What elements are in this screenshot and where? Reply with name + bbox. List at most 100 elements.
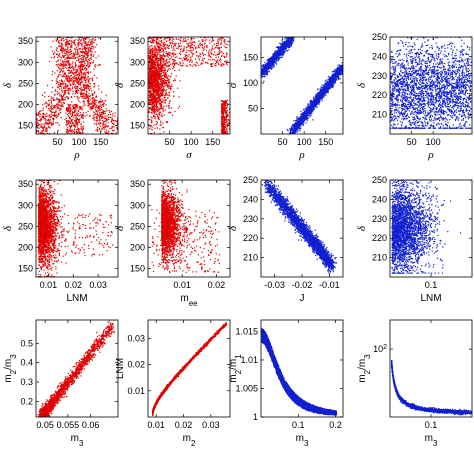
- data-point: [87, 100, 90, 102]
- data-point: [90, 47, 92, 49]
- data-point: [91, 42, 93, 44]
- data-point: [72, 114, 74, 117]
- data-point: [162, 42, 164, 44]
- data-point: [157, 81, 159, 83]
- data-point: [70, 78, 72, 81]
- data-point: [174, 49, 176, 51]
- data-point: [37, 121, 39, 124]
- data-point: [81, 65, 83, 67]
- data-point: [79, 106, 82, 108]
- data-point: [152, 50, 154, 52]
- data-point: [154, 49, 156, 51]
- data-point: [42, 116, 44, 118]
- data-point: [61, 38, 63, 40]
- data-point: [92, 37, 94, 40]
- data-point: [80, 58, 82, 60]
- data-point: [162, 58, 164, 60]
- data-point: [36, 130, 38, 132]
- data-point: [201, 40, 204, 42]
- data-point: [84, 55, 86, 57]
- data-point: [167, 64, 170, 66]
- data-point: [226, 53, 228, 55]
- data-point: [190, 42, 192, 45]
- data-point: [44, 92, 46, 94]
- data-point: [85, 48, 88, 50]
- data-point: [52, 106, 55, 109]
- data-point: [58, 98, 60, 100]
- data-point: [197, 55, 199, 57]
- scatter-points: [36, 37, 118, 134]
- data-point: [67, 44, 69, 46]
- data-point: [71, 121, 74, 124]
- data-point: [164, 81, 167, 83]
- data-point: [112, 115, 114, 117]
- data-point: [151, 94, 153, 96]
- data-point: [160, 88, 162, 90]
- data-point: [163, 82, 165, 84]
- data-point: [226, 113, 228, 115]
- data-point: [93, 39, 96, 41]
- data-point: [160, 73, 162, 75]
- data-point: [148, 103, 150, 105]
- data-point: [160, 102, 162, 104]
- data-point: [63, 98, 65, 100]
- data-point: [78, 120, 80, 122]
- data-point: [219, 51, 221, 54]
- data-point: [189, 65, 192, 67]
- data-point: [69, 67, 71, 69]
- data-point: [65, 82, 67, 85]
- data-point: [168, 78, 170, 80]
- data-point: [174, 80, 176, 82]
- data-point: [65, 78, 67, 80]
- data-point: [75, 108, 77, 110]
- data-point: [49, 107, 51, 110]
- data-point: [161, 92, 164, 94]
- data-point: [71, 124, 73, 127]
- data-point: [161, 80, 163, 82]
- data-point: [75, 75, 77, 77]
- data-point: [56, 98, 58, 100]
- data-point: [148, 106, 151, 109]
- data-point: [86, 68, 88, 70]
- data-point: [150, 110, 153, 112]
- data-point: [179, 64, 182, 66]
- data-point: [161, 45, 163, 47]
- data-point: [40, 110, 42, 112]
- data-point: [164, 37, 167, 40]
- data-point: [116, 127, 118, 129]
- data-point: [73, 74, 75, 76]
- data-point: [81, 46, 83, 48]
- data-point: [158, 83, 160, 86]
- data-point: [151, 126, 153, 128]
- data-point: [160, 104, 163, 106]
- data-point: [201, 39, 203, 41]
- data-point: [166, 58, 168, 60]
- data-point: [224, 102, 226, 104]
- data-point: [162, 90, 165, 92]
- data-point: [93, 86, 95, 88]
- data-point: [154, 81, 157, 83]
- data-point: [166, 44, 169, 46]
- data-point: [152, 67, 154, 69]
- data-point: [92, 117, 94, 119]
- data-point: [155, 107, 158, 109]
- data-point: [228, 108, 230, 110]
- data-point: [95, 124, 98, 126]
- data-point: [65, 109, 67, 111]
- data-point: [172, 68, 174, 70]
- data-point: [159, 89, 161, 91]
- data-point: [164, 43, 166, 45]
- axes-frame: [147, 36, 231, 135]
- data-point: [80, 81, 83, 83]
- data-point: [71, 96, 73, 98]
- data-point: [201, 59, 203, 61]
- data-point: [173, 95, 175, 97]
- data-point: [160, 120, 162, 122]
- data-point: [65, 45, 67, 47]
- data-point: [54, 93, 56, 95]
- data-point: [82, 115, 84, 118]
- data-point: [162, 70, 164, 72]
- data-point: [162, 88, 165, 90]
- data-point: [149, 99, 151, 101]
- data-point: [151, 66, 153, 69]
